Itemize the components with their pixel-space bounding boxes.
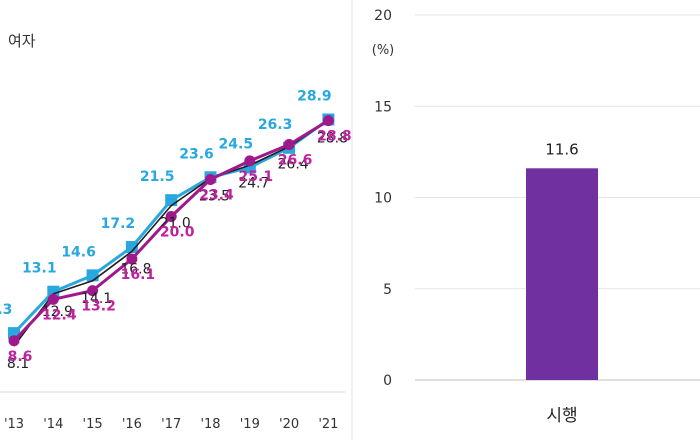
data-label: 13.2 xyxy=(81,299,116,315)
data-label: 24.7 xyxy=(238,175,269,191)
series-point-square xyxy=(86,269,99,282)
x-tick-label: '20 xyxy=(279,417,299,432)
x-tick-label: '17 xyxy=(161,417,181,432)
data-label: 21.0 xyxy=(160,216,191,232)
data-label: 26.6 xyxy=(278,153,313,169)
data-label: 28.9 xyxy=(297,88,332,104)
series-point-circle xyxy=(205,173,216,185)
x-tick-label: '16 xyxy=(122,417,142,432)
bar-chart: (%) 0 5 10 15 20 11.6 시행 xyxy=(372,8,700,426)
x-tick-label: '13 xyxy=(4,417,24,432)
x-tick-label: '21 xyxy=(318,417,338,432)
data-label: 23.6 xyxy=(179,146,214,162)
data-label: 12.9 xyxy=(42,304,73,320)
bar xyxy=(526,168,598,380)
y-tick-label: 20 xyxy=(374,8,392,24)
data-label: 20.0 xyxy=(160,225,195,241)
series-point-circle xyxy=(126,253,138,265)
series-point-square xyxy=(125,241,138,254)
data-label: 28.8 xyxy=(317,129,352,145)
unit-label: (%) xyxy=(372,43,395,58)
bar-value-label: 11.6 xyxy=(545,140,578,158)
x-tick-label: '15 xyxy=(83,417,103,432)
y-tick-label: 15 xyxy=(374,99,392,115)
series-point-circle xyxy=(283,139,295,151)
x-tick-label: '14 xyxy=(43,417,63,432)
data-label: 14.6 xyxy=(61,244,96,260)
legend-label: 여자 xyxy=(8,32,36,50)
data-label: 12.4 xyxy=(42,307,77,323)
y-tick-label: 10 xyxy=(374,191,392,207)
data-label: 26.3 xyxy=(258,117,293,133)
line-chart: 여자 '13'14'15'16'17'18'19'20'219.313.114.… xyxy=(0,32,352,432)
data-label: 16.8 xyxy=(120,261,151,277)
series-point-circle xyxy=(165,211,177,222)
data-label: 25.1 xyxy=(239,169,274,185)
series-point-circle xyxy=(87,285,99,297)
series-point-circle xyxy=(8,335,20,347)
data-label: 23.5 xyxy=(199,188,230,204)
series-point-circle xyxy=(244,155,256,167)
series-line xyxy=(13,119,329,347)
data-label: 14.1 xyxy=(81,291,112,307)
x-tick-label: '19 xyxy=(240,417,260,432)
y-tick-label: 5 xyxy=(383,282,392,298)
data-label: 24.5 xyxy=(219,136,254,152)
data-label: 26.4 xyxy=(278,157,309,173)
series-point-circle xyxy=(47,293,59,305)
y-tick-label: 0 xyxy=(383,373,392,389)
series-point-square xyxy=(47,285,60,298)
data-label: 8.6 xyxy=(8,349,33,365)
x-tick-label: '18 xyxy=(200,417,220,432)
data-label: 9.3 xyxy=(0,302,12,318)
data-label: 28.8 xyxy=(317,131,348,147)
data-label: 13.1 xyxy=(22,261,57,277)
series-point-square xyxy=(165,194,178,207)
data-label: 8.1 xyxy=(7,356,29,372)
category-label: 시행 xyxy=(546,406,577,426)
series-point-circle xyxy=(322,115,334,127)
data-label: 17.2 xyxy=(101,216,136,232)
data-label: 21.5 xyxy=(140,169,175,185)
data-label: 23.4 xyxy=(199,187,234,203)
data-label: 16.1 xyxy=(121,267,156,283)
